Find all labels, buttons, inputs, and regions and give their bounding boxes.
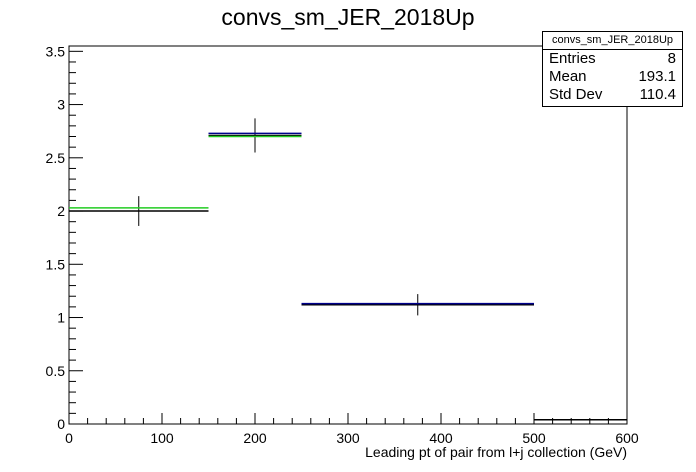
stats-row-entries: Entries 8 xyxy=(543,50,682,68)
y-tick-label: 3.5 xyxy=(46,43,66,59)
stats-value: 8 xyxy=(667,50,676,67)
y-tick-labels: 0 0.5 1 1.5 2 2.5 3 3.5 xyxy=(46,43,66,432)
stats-row-mean: Mean 193.1 xyxy=(543,68,682,86)
y-tick-label: 1.5 xyxy=(46,256,66,272)
y-tick-label: 0 xyxy=(57,416,65,432)
histogram-series xyxy=(69,118,627,421)
x-axis-label: Leading pt of pair from l+j collection (… xyxy=(365,444,627,460)
axis-ticks xyxy=(68,50,628,425)
stats-value: 193.1 xyxy=(638,68,676,85)
x-tick-label: 100 xyxy=(150,430,174,446)
stats-box: convs_sm_JER_2018Up Entries 8 Mean 193.1… xyxy=(542,31,683,107)
y-tick-label: 0.5 xyxy=(46,363,66,379)
series-1 xyxy=(208,132,534,305)
stats-label: Mean xyxy=(549,68,587,85)
x-tick-label: 300 xyxy=(336,430,360,446)
x-tick-labels: 0 100 200 300 400 500 600 xyxy=(65,430,639,446)
chart-title: convs_sm_JER_2018Up xyxy=(221,4,475,30)
stats-box-title: convs_sm_JER_2018Up xyxy=(543,32,682,50)
x-tick-label: 500 xyxy=(522,430,546,446)
stats-label: Std Dev xyxy=(549,86,603,103)
y-tick-label: 1 xyxy=(57,310,65,326)
series-0 xyxy=(69,118,627,421)
y-tick-label: 2 xyxy=(57,203,65,219)
stats-value: 110.4 xyxy=(639,86,676,103)
x-tick-label: 600 xyxy=(615,430,639,446)
x-tick-label: 400 xyxy=(429,430,453,446)
series-2 xyxy=(69,135,302,209)
y-tick-label: 2.5 xyxy=(46,150,66,166)
y-tick-label: 3 xyxy=(57,97,65,113)
stats-label: Entries xyxy=(549,50,596,67)
x-tick-label: 0 xyxy=(65,430,73,446)
stats-row-stddev: Std Dev 110.4 xyxy=(543,86,682,104)
x-tick-label: 200 xyxy=(243,430,267,446)
